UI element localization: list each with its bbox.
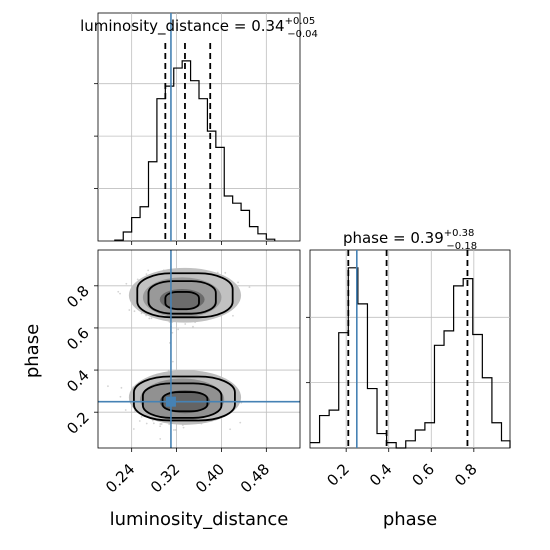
scatter-point [151,419,154,422]
scatter-point [248,286,251,289]
x-ticks: 0.2 0.4 0.6 0.8 [323,448,481,490]
scatter-point [148,317,151,320]
scatter-point [132,428,135,430]
contour-line [164,291,200,311]
scatter-point [147,269,150,272]
scatter-point [150,317,153,320]
panel-2d-luminosity-distance-phase: 0.24 0.32 0.40 0.48 0.2 0.4 0.6 0.8 [63,249,301,496]
panel-frame [97,12,301,242]
scatter-point [171,360,174,363]
panel-frame [309,249,511,449]
scatter-point [140,415,143,418]
truth-point [165,396,176,407]
scatter-point [224,271,227,274]
y-ticks [306,316,310,384]
scatter-point [159,437,162,440]
scatter-point [125,282,128,285]
x-tick-label: 0.40 [192,460,228,496]
scatter-point [237,281,239,284]
scatter-point [133,310,136,313]
scatter-point [171,331,174,334]
x-tick-label: 0.32 [147,460,183,496]
histogram-line [310,267,511,449]
scatter-point [159,423,162,425]
scatter-point [136,278,139,281]
scatter-point [124,409,127,411]
scatter-point [140,312,143,315]
panel-hist-luminosity-distance [94,12,301,245]
title-luminosity-distance: luminosity_distance = 0.34+0.05 −0.04 [80,16,318,40]
scatter-point [168,423,171,426]
scatter-point [182,426,185,429]
panel-frame [97,249,301,449]
scatter-point [229,428,232,431]
contour-line [133,375,236,422]
y-ticks [94,83,98,189]
y-tick-label: 0.4 [63,366,93,396]
scatter-point [160,423,163,425]
x-ticks [131,241,267,245]
scatter-point [119,292,121,295]
scatter-point [192,325,194,328]
scatter-point [138,420,141,422]
scatter-point [120,386,123,389]
x-tick-label: 0.4 [366,460,396,490]
scatter-point [184,323,187,325]
x-axis-label-phase: phase [383,509,437,530]
scatter-point [174,429,177,431]
scatter-point [119,395,122,398]
scatter-point [232,314,234,317]
title-phase: phase = 0.39+0.38 −0.18 [343,228,477,252]
x-tick-label: 0.24 [102,460,138,496]
grid-lines [310,250,510,448]
scatter-point [117,290,120,293]
y-tick-label: 0.6 [63,324,93,354]
y-tick-label: 0.2 [63,408,93,438]
scatter-point [167,369,170,372]
density-cells [128,267,242,425]
x-ticks: 0.24 0.32 0.40 0.48 [102,448,273,496]
x-tick-label: 0.8 [451,460,481,490]
contour-line [136,272,234,319]
scatter-point [128,309,131,311]
panel-hist-phase: 0.2 0.4 0.6 0.8 [306,249,511,490]
scatter-point [152,422,155,425]
scatter-point [177,328,180,331]
scatter-point [145,422,148,425]
x-tick-label: 0.6 [409,460,439,490]
grid-lines [98,13,300,241]
quantile-lines [347,250,469,448]
scatter-point [107,385,109,388]
scatter-point [145,273,148,275]
quantile-lines [164,43,212,241]
x-tick-label: 0.48 [237,460,273,496]
x-axis-label-luminosity-distance: luminosity_distance [110,509,289,530]
contour-line [141,382,223,419]
scatter-point [239,421,242,424]
y-axis-label-phase: phase [22,324,43,378]
scatter-point [173,429,175,431]
contour-line [147,280,217,315]
x-tick-label: 0.2 [323,460,353,490]
y-ticks: 0.2 0.4 0.6 0.8 [63,282,98,438]
scatter-point [159,425,162,428]
y-tick-label: 0.8 [63,282,93,312]
histogram-line [114,60,276,241]
